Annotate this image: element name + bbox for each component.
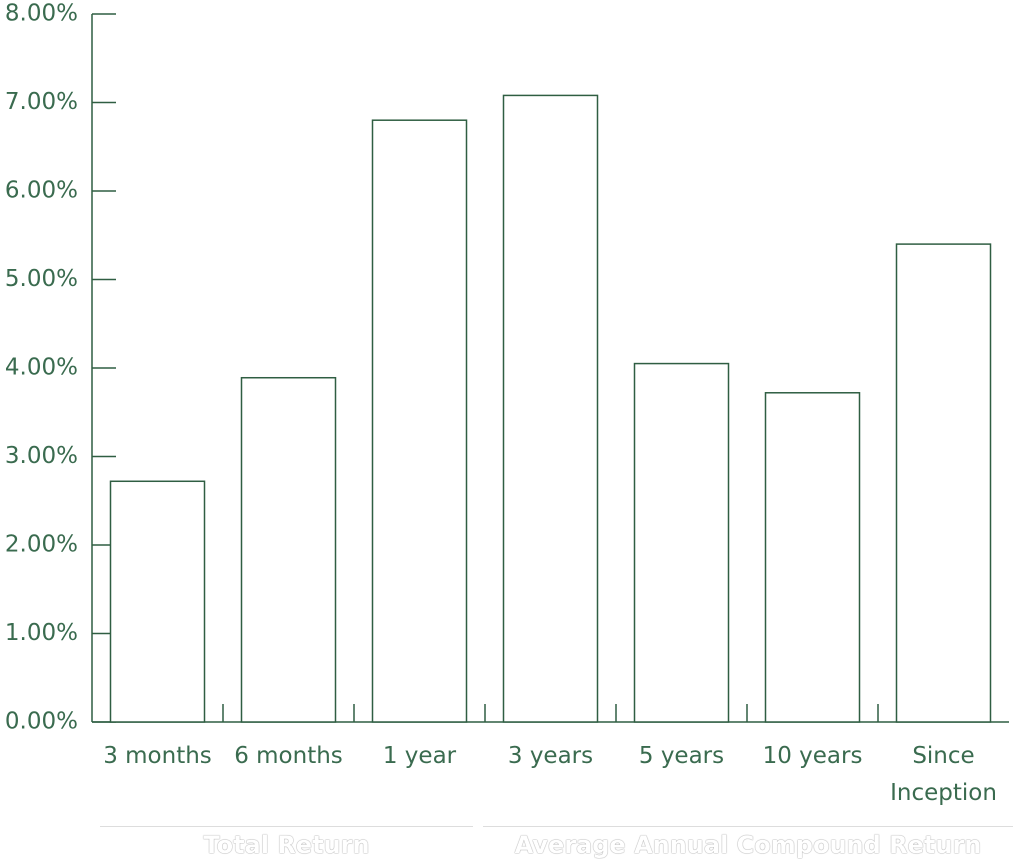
x-tick-label: 5 years <box>638 743 725 769</box>
bar <box>895 243 992 723</box>
x-tick-label: 3 years <box>507 743 594 769</box>
y-tick-label: 8.00% <box>5 1 78 27</box>
y-tick-label: 7.00% <box>5 89 78 115</box>
bar <box>109 480 206 723</box>
y-tick-label: 1.00% <box>5 620 78 646</box>
x-tick-label: 6 months <box>234 743 343 769</box>
bar <box>764 392 861 723</box>
group-label: Total Return <box>100 826 473 859</box>
group-label: Average Annual Compound Return <box>483 826 1013 859</box>
y-tick-label: 6.00% <box>5 178 78 204</box>
x-tick-label: Since Inception <box>890 743 997 806</box>
x-tick-label: 10 years <box>762 743 863 769</box>
bar <box>502 94 599 723</box>
x-tick-label: 1 year <box>382 743 457 769</box>
y-tick-label: 5.00% <box>5 266 78 292</box>
y-tick-label: 3.00% <box>5 443 78 469</box>
y-tick-label: 0.00% <box>5 709 78 735</box>
y-tick-label: 4.00% <box>5 355 78 381</box>
bar <box>240 376 337 723</box>
bar <box>371 119 468 723</box>
bar <box>633 362 730 723</box>
y-tick-label: 2.00% <box>5 532 78 558</box>
x-tick-label: 3 months <box>103 743 212 769</box>
